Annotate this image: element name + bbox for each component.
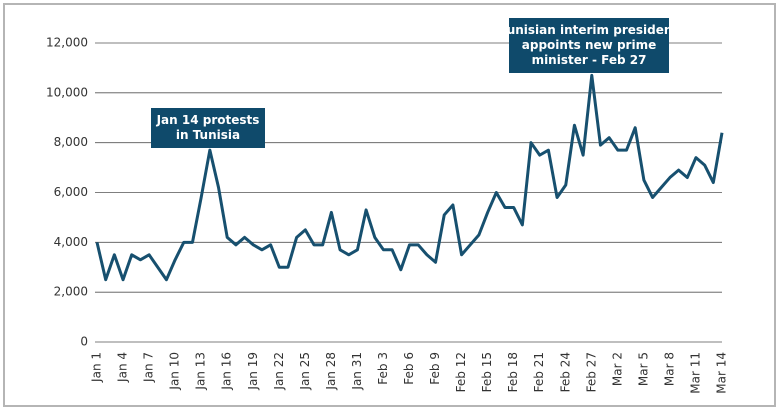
x-tick-label: Jan 13: [194, 352, 208, 391]
annotation-box: [509, 18, 669, 73]
x-tick-label: Mar 11: [688, 352, 702, 394]
x-tick-label: Jan 16: [220, 352, 234, 391]
annotation-box: [151, 108, 265, 148]
x-tick-label: Feb 9: [428, 352, 442, 385]
y-tick-label: 4,000: [54, 235, 88, 249]
x-tick-label: Jan 1: [90, 352, 104, 383]
annotation-text: in Tunisia: [176, 128, 240, 142]
x-tick-label: Jan 25: [298, 352, 312, 391]
annotation-text: Jan 14 protests: [156, 113, 260, 127]
x-tick-label: Mar 5: [636, 352, 650, 386]
x-tick-label: Jan 10: [168, 352, 182, 391]
x-tick-label: Mar 14: [715, 352, 729, 394]
y-tick-label: 2,000: [54, 285, 88, 299]
x-tick-label: Jan 31: [350, 352, 364, 391]
y-tick-label: 0: [80, 335, 88, 349]
x-tick-label: Mar 8: [662, 352, 676, 386]
x-tick-label: Jan 19: [246, 352, 260, 391]
x-tick-label: Jan 22: [272, 352, 286, 391]
x-tick-label: Feb 21: [532, 352, 546, 392]
x-tick-label: Feb 24: [558, 352, 572, 392]
x-tick-label: Feb 27: [584, 352, 598, 392]
y-tick-label: 8,000: [54, 135, 88, 149]
x-tick-label: Feb 6: [402, 352, 416, 385]
x-tick-label: Feb 3: [376, 352, 390, 385]
x-tick-label: Jan 28: [324, 352, 338, 391]
x-tick-label: Jan 4: [116, 352, 130, 383]
x-tick-label: Feb 18: [506, 352, 520, 392]
annotation-text: appoints new prime: [522, 38, 656, 52]
y-tick-label: 6,000: [54, 185, 88, 199]
x-tick-label: Mar 2: [610, 352, 624, 386]
y-tick-label: 12,000: [46, 36, 88, 50]
annotation-text: minister - Feb 27: [532, 53, 647, 67]
y-tick-label: 10,000: [46, 85, 88, 99]
annotation-text: Tunisian interim president: [500, 23, 679, 37]
chart-frame: [3, 3, 776, 407]
x-tick-label: Jan 7: [142, 352, 156, 383]
x-tick-label: Feb 12: [454, 352, 468, 392]
x-tick-label: Feb 15: [480, 352, 494, 392]
data-line: [95, 73, 724, 282]
